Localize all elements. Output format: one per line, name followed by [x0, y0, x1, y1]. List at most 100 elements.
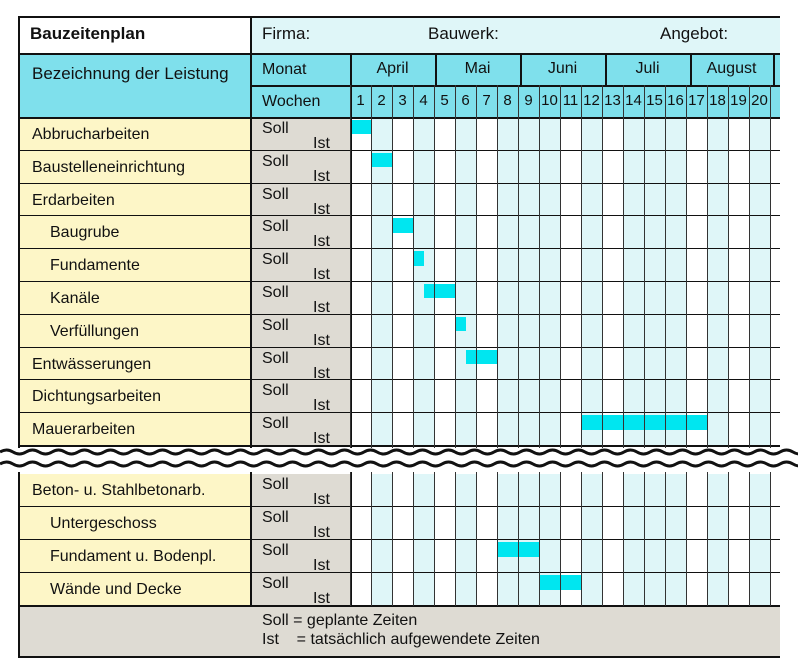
week-cell: [644, 216, 665, 250]
soll-bar: [455, 316, 466, 332]
week-5: 5: [440, 92, 449, 109]
week-cell: [518, 474, 539, 507]
week-cell: [644, 249, 665, 282]
week-cell: [413, 150, 434, 184]
week-7: 7: [482, 92, 491, 109]
soll-ist-cell: [250, 150, 350, 184]
week-cell: [518, 573, 539, 606]
week-cell: [539, 413, 560, 446]
task-label-cell: [18, 347, 250, 381]
v-rule: [392, 472, 393, 606]
week-cell: [371, 413, 392, 446]
soll-bar: [350, 120, 371, 135]
tasks_bottom-task-label: Fundament u. Bodenpl.: [50, 548, 217, 565]
v-rule: [539, 472, 540, 606]
week-3: 3: [398, 92, 407, 109]
task-label-cell: [18, 413, 250, 446]
week-cell: [455, 118, 476, 151]
week-cell: [518, 150, 539, 184]
week-cell: [707, 118, 728, 151]
week-cell: [707, 183, 728, 217]
week-cell: [665, 118, 686, 151]
soll-ist-cell: [250, 314, 350, 348]
ist-label: Ist: [313, 266, 330, 284]
v-rule: [686, 472, 687, 606]
week-cell: [455, 413, 476, 446]
v-rule: [435, 53, 437, 86]
soll-ist-cell: [250, 347, 350, 381]
week-cell: [707, 540, 728, 573]
week-cell: [623, 118, 644, 151]
week-cell: [665, 573, 686, 606]
soll-label: Soll: [262, 284, 289, 301]
week-cell: [581, 474, 602, 507]
h-rule: [18, 53, 780, 55]
v-rule: [773, 53, 775, 86]
week-cell: [623, 282, 644, 315]
week-cell: [371, 573, 392, 606]
week-cell: [623, 474, 644, 507]
v-rule: [392, 85, 393, 448]
week-cell: [707, 282, 728, 315]
week-cell: [665, 347, 686, 381]
week-cell: [371, 282, 392, 315]
week-cell: [623, 540, 644, 573]
v-rule: [602, 472, 603, 606]
v-rule: [665, 85, 666, 448]
week-cell: [581, 507, 602, 540]
v-rule: [413, 472, 414, 606]
week-19: 19: [730, 92, 747, 109]
week-cell: [497, 150, 518, 184]
v-rule: [497, 472, 498, 606]
tasks_top-task-label: Mauerarbeiten: [32, 421, 136, 439]
v-rule: [18, 16, 20, 448]
week-cell: [455, 507, 476, 540]
week-cell: [413, 540, 434, 573]
week-cell: [518, 183, 539, 217]
task-label-cell: [18, 183, 250, 217]
soll-label: Soll: [262, 415, 289, 433]
week-cell: [707, 413, 728, 446]
ist-label: Ist: [313, 557, 330, 574]
ist-label: Ist: [313, 364, 330, 382]
week-cell: [581, 118, 602, 151]
v-rule: [605, 53, 607, 86]
week-cell: [665, 380, 686, 414]
task-label-cell: [18, 507, 250, 540]
week-cell: [539, 118, 560, 151]
week-cell: [749, 282, 770, 315]
week-cell: [413, 216, 434, 250]
week-cell: [749, 540, 770, 573]
week-2: 2: [377, 92, 386, 109]
week-cell: [749, 314, 770, 348]
week-cell: [371, 474, 392, 507]
week-cell: [413, 507, 434, 540]
v-rule: [413, 85, 414, 448]
v-rule: [644, 85, 645, 448]
task-label-cell: [18, 216, 250, 250]
month-april: April: [376, 60, 409, 77]
tasks_top-task-label: Baustelleneinrichtung: [32, 158, 185, 176]
week-cell: [455, 282, 476, 315]
v-rule: [476, 85, 477, 448]
week-12: 12: [583, 92, 600, 109]
week-cell: [455, 474, 476, 507]
week-cell: [644, 474, 665, 507]
week-cell: [497, 474, 518, 507]
week-cell: [455, 380, 476, 414]
soll-label: Soll: [262, 509, 289, 526]
tasks_top-task-label: Dichtungsarbeiten: [32, 388, 161, 406]
v-rule: [250, 472, 252, 606]
week-cell: [581, 282, 602, 315]
week-cell: [665, 216, 686, 250]
tasks_top-task-label: Fundamente: [50, 257, 140, 275]
week-cell: [749, 183, 770, 217]
week-20: 20: [751, 92, 768, 109]
week-cell: [539, 380, 560, 414]
v-rule: [434, 472, 435, 606]
week-6: 6: [461, 92, 470, 109]
soll-label: Soll: [262, 542, 289, 559]
week-cell: [749, 216, 770, 250]
week-cell: [707, 216, 728, 250]
v-rule: [350, 472, 352, 606]
